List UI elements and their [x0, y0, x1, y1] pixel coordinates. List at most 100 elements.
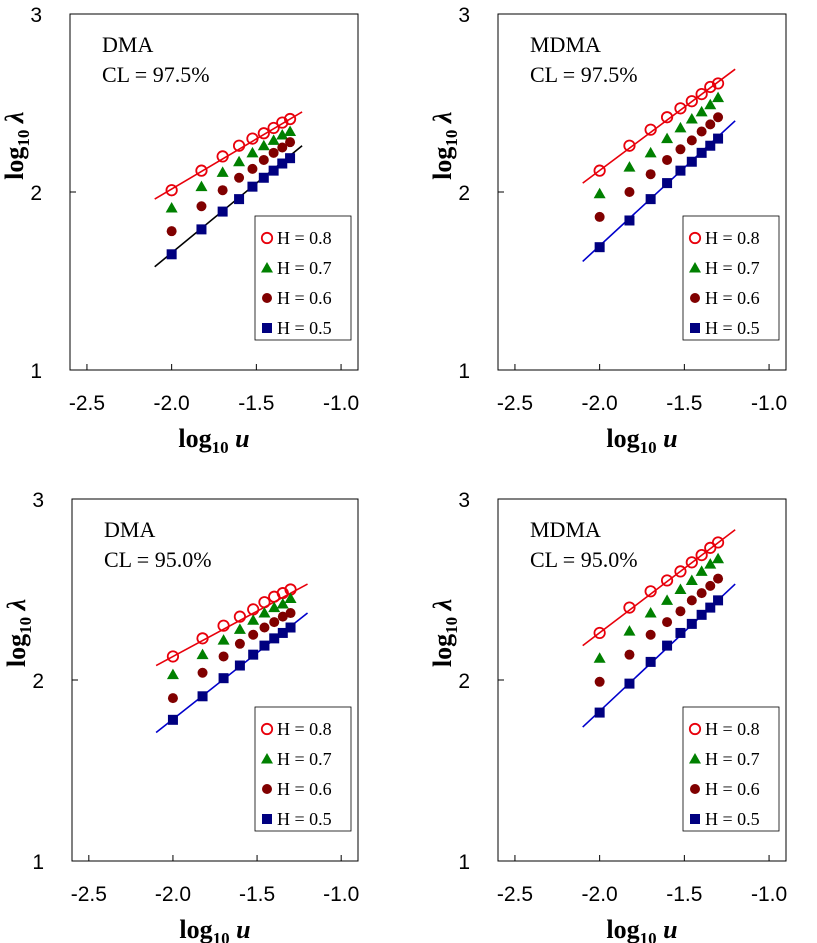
legend-entry: H = 0.6 — [705, 779, 760, 799]
data-point — [662, 640, 673, 651]
x-tick-label: -1.0 — [751, 392, 787, 415]
data-point — [259, 640, 270, 651]
confidence-level-label: CL = 97.5% — [102, 62, 210, 87]
legend-marker — [689, 753, 701, 764]
legend-entry: H = 0.8 — [705, 228, 760, 248]
data-point — [674, 565, 687, 578]
data-point — [624, 215, 635, 226]
y-axis-label: log10 λ — [2, 599, 35, 667]
y-tick-label: 1 — [30, 360, 42, 383]
x-tick-label: -2.5 — [69, 392, 105, 415]
data-point — [593, 652, 606, 663]
data-point — [217, 619, 230, 632]
method-label: MDMA — [530, 517, 601, 542]
data-point — [196, 224, 207, 235]
data-point — [196, 632, 209, 645]
data-point — [216, 166, 229, 177]
data-point — [686, 618, 697, 629]
data-point — [259, 622, 270, 633]
y-axis-label: log10 λ — [0, 112, 33, 180]
x-tick-label: -1.5 — [239, 883, 275, 906]
data-point — [269, 633, 280, 644]
data-point — [248, 649, 259, 660]
data-point — [166, 249, 177, 260]
data-point — [705, 580, 716, 591]
y-axis-label: log10 λ — [428, 112, 461, 180]
data-point — [645, 169, 656, 180]
data-point — [195, 180, 208, 192]
x-tick-label: -1.0 — [323, 883, 359, 906]
data-point — [285, 608, 296, 619]
data-point — [695, 549, 708, 562]
data-point — [696, 588, 707, 599]
legend-entry: H = 0.7 — [705, 749, 760, 769]
data-point — [196, 648, 209, 660]
legend-entry: H = 0.5 — [705, 318, 760, 338]
legend-entry: H = 0.8 — [277, 719, 332, 739]
data-point — [685, 574, 698, 585]
data-point — [674, 121, 687, 133]
data-point — [623, 601, 636, 614]
data-point — [277, 158, 288, 169]
data-point — [696, 126, 707, 137]
data-point — [696, 609, 707, 620]
data-point — [711, 536, 725, 549]
y-tick-label: 3 — [458, 489, 470, 512]
chart-panel-bottom-right: 1 2 3 -2.5 -2.0 -1.5 -1.0 log10 u log10 λ MDMA CL … — [428, 489, 787, 943]
data-point — [593, 626, 606, 640]
x-axis-label: log10 u — [606, 915, 677, 943]
data-point — [661, 132, 674, 144]
data-point — [644, 146, 657, 158]
legend-marker — [690, 814, 700, 824]
data-point — [662, 178, 673, 189]
data-point — [675, 627, 686, 638]
data-point — [167, 693, 178, 704]
data-point — [269, 617, 280, 628]
legend-marker — [690, 323, 700, 333]
data-point — [661, 594, 674, 605]
legend-marker — [262, 784, 272, 794]
data-point — [267, 121, 280, 135]
data-point — [674, 583, 687, 594]
data-point — [285, 622, 296, 633]
data-point — [166, 226, 177, 237]
data-point — [166, 650, 180, 663]
legend-marker — [262, 814, 272, 824]
legend-marker — [262, 293, 272, 303]
data-point — [624, 678, 635, 689]
legend-marker — [689, 262, 701, 273]
data-point — [594, 707, 605, 718]
data-point — [257, 139, 270, 151]
data-point — [645, 629, 656, 640]
data-point — [624, 187, 635, 197]
data-point — [232, 139, 246, 152]
data-point — [268, 165, 279, 176]
legend-marker — [260, 722, 274, 736]
data-point — [246, 146, 259, 158]
data-point — [218, 651, 229, 662]
data-point — [705, 602, 716, 613]
data-point — [713, 573, 724, 584]
data-point — [686, 595, 697, 606]
legend-box — [682, 215, 780, 341]
data-point — [268, 147, 279, 158]
data-point — [217, 206, 228, 217]
data-point — [233, 155, 246, 167]
data-point — [685, 113, 698, 124]
data-point — [234, 194, 245, 205]
data-point — [685, 95, 698, 108]
data-point — [234, 172, 245, 183]
y-tick-label: 1 — [32, 851, 44, 874]
data-point — [713, 112, 724, 123]
method-label: DMA — [104, 517, 155, 542]
legend-entry: H = 0.5 — [277, 809, 332, 829]
data-point — [276, 129, 289, 140]
data-point — [276, 597, 289, 609]
x-tick-label: -2.0 — [154, 392, 190, 415]
data-point — [675, 144, 686, 155]
legend-entry: H = 0.7 — [277, 258, 332, 278]
data-point — [247, 181, 258, 192]
data-point — [660, 574, 674, 587]
data-point — [247, 614, 260, 625]
